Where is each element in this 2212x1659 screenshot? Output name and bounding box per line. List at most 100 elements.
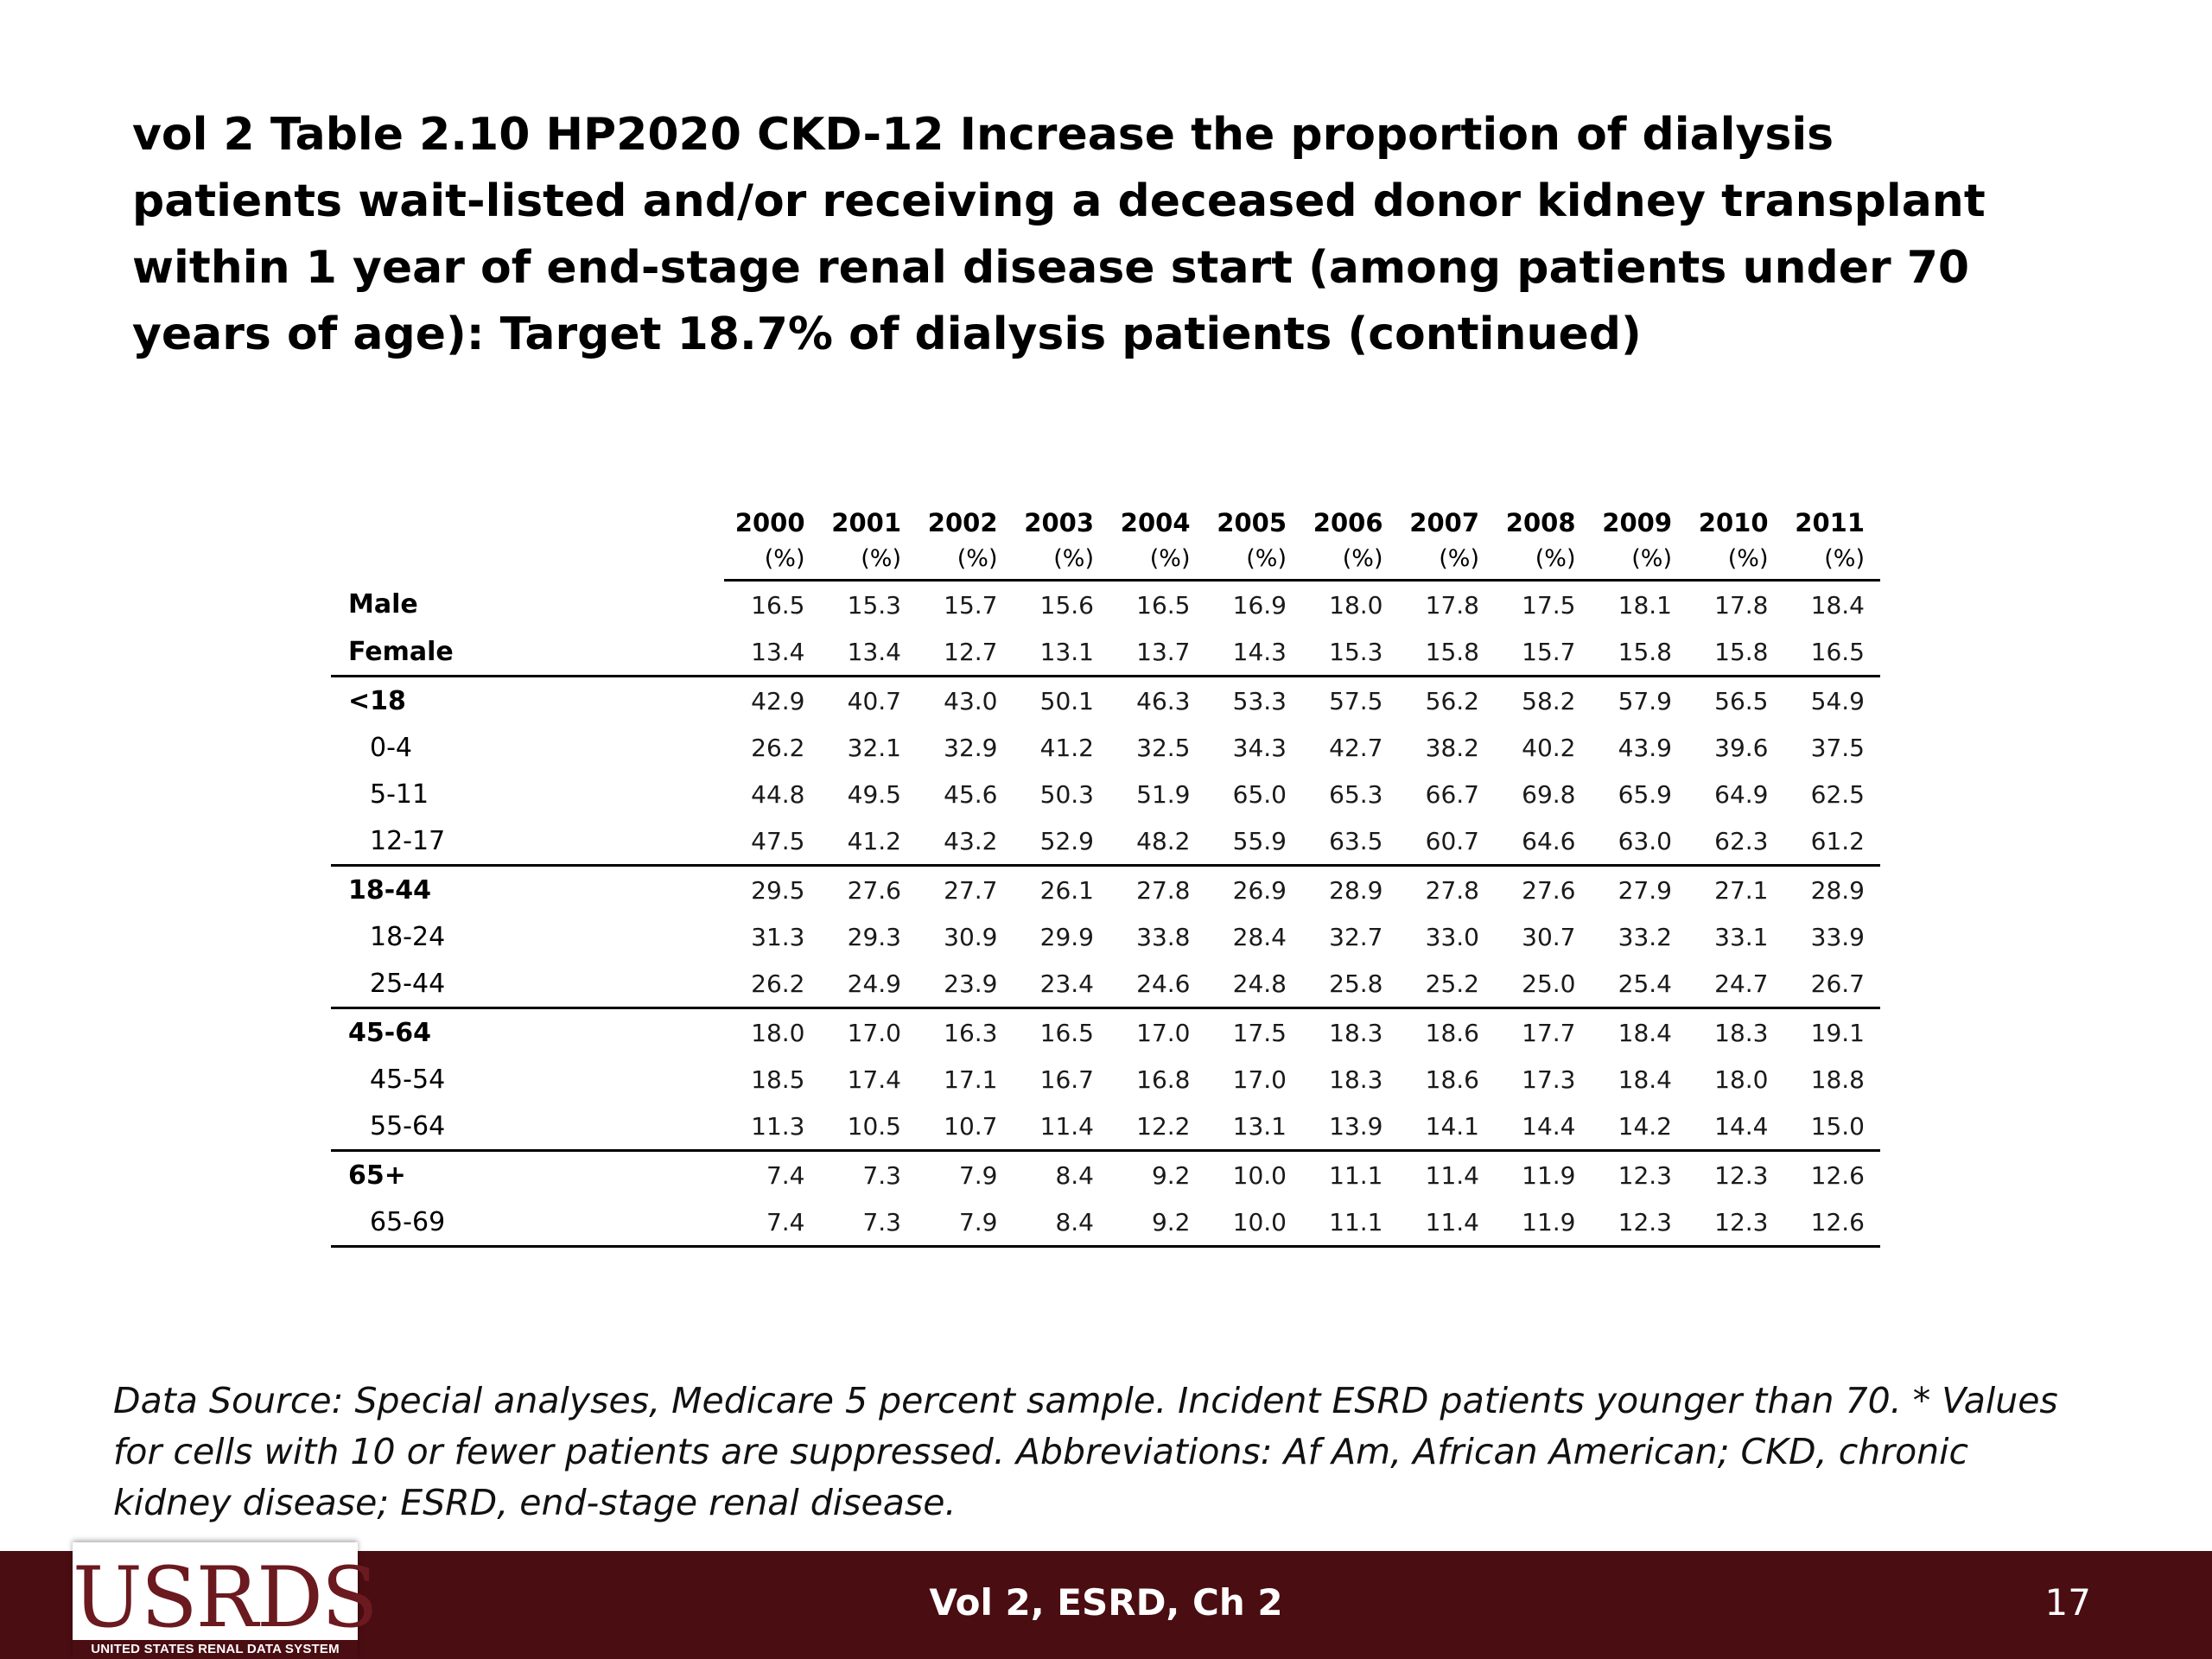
- table-cell: 66.7: [1425, 779, 1479, 809]
- unit-header: (%): [1302, 537, 1399, 582]
- table-cell: 63.0: [1591, 817, 1688, 867]
- table-cell: 18.3: [1714, 1018, 1769, 1047]
- table-cell: 45.6: [944, 779, 998, 809]
- table-cell: 11.1: [1329, 1160, 1383, 1190]
- table-cell: 42.7: [1329, 733, 1383, 762]
- table-cell: 65.3: [1329, 779, 1383, 809]
- table-cell: 7.9: [958, 1160, 998, 1190]
- table-cell: 7.9: [917, 1198, 1014, 1248]
- table-cell: 18.3: [1329, 1018, 1383, 1047]
- table-cell: 13.4: [820, 628, 917, 677]
- year-header: 2005: [1217, 508, 1287, 537]
- table-cell: 55.9: [1205, 817, 1302, 867]
- row-label: 5-11: [370, 779, 429, 810]
- unit-header: (%): [1591, 537, 1688, 582]
- unit-header: (%): [724, 537, 821, 582]
- table-cell: 28.4: [1232, 922, 1287, 951]
- row-label: Male: [348, 588, 418, 620]
- table-row: 5-11 44.8 49.5 45.6 50.3 51.9 65.0 65.3 66.7 69.8…: [331, 771, 1880, 817]
- table-cell: 27.7: [944, 875, 998, 905]
- table-cell: 14.4: [1495, 1103, 1592, 1152]
- table-cell: 25.2: [1398, 960, 1495, 1009]
- row-label: 18-44: [348, 874, 431, 906]
- table-cell: 13.9: [1302, 1103, 1399, 1152]
- table-cell: 15.8: [1591, 628, 1688, 677]
- unit-header: (%): [1495, 537, 1592, 582]
- logo-subtitle: UNITED STATES RENAL DATA SYSTEM: [73, 1640, 358, 1659]
- table-cell: 18.0: [751, 1018, 805, 1047]
- table-cell: 27.9: [1618, 875, 1672, 905]
- table-cell: 15.3: [847, 590, 901, 620]
- table-cell: 65.9: [1618, 779, 1672, 809]
- table-body: Male 16.5 15.3 15.7 15.6 16.5 16.9 18.0 17.8 17.5…: [331, 581, 1880, 1248]
- table-cell: 17.7: [1522, 1018, 1576, 1047]
- table-cell: 24.8: [1205, 960, 1302, 1009]
- table-row: 45-54 18.5 17.4 17.1 16.7 16.8 17.0 18.3 18.6 17.…: [331, 1056, 1880, 1103]
- table-cell: 43.0: [944, 686, 998, 715]
- table-cell: 49.5: [847, 779, 901, 809]
- table-cell: 18.6: [1425, 1065, 1479, 1094]
- table-cell: 12.3: [1591, 1198, 1688, 1248]
- table-cell: 46.3: [1136, 686, 1191, 715]
- table-row: 18-44 29.5 27.6 27.7 26.1 27.8 26.9 28.9 27.8 27.…: [331, 866, 1880, 914]
- table-cell: 26.1: [1039, 875, 1094, 905]
- table-cell: 32.1: [847, 733, 901, 762]
- table-cell: 64.9: [1714, 779, 1769, 809]
- table-row: 45-64 18.0 17.0 16.3 16.5 17.0 17.5 18.3 18.6 17.…: [331, 1008, 1880, 1057]
- table-cell: 38.2: [1425, 733, 1479, 762]
- blank-header-cell: [331, 537, 724, 581]
- table-cell: 11.4: [1425, 1160, 1479, 1190]
- table-cell: 56.2: [1425, 686, 1479, 715]
- table-cell: 11.4: [1013, 1103, 1109, 1152]
- table-cell: 23.9: [917, 960, 1014, 1009]
- table-cell: 18.4: [1618, 1065, 1672, 1094]
- row-label: 65+: [348, 1160, 406, 1191]
- table-cell: 31.3: [751, 922, 805, 951]
- year-header: 2006: [1313, 508, 1383, 537]
- table-cell: 9.2: [1109, 1198, 1206, 1248]
- table-cell: 37.5: [1810, 733, 1865, 762]
- table-cell: 27.8: [1425, 875, 1479, 905]
- table-cell: 47.5: [724, 817, 821, 867]
- table-cell: 27.6: [847, 875, 901, 905]
- table-cell: 30.9: [944, 922, 998, 951]
- slide-title: vol 2 Table 2.10 HP2020 CKD-12 Increase …: [132, 109, 1986, 360]
- table-cell: 62.5: [1810, 779, 1865, 809]
- table-cell: 26.2: [724, 960, 821, 1009]
- table-cell: 17.0: [847, 1018, 901, 1047]
- table-cell: 17.5: [1522, 590, 1576, 620]
- table-row: Male 16.5 15.3 15.7 15.6 16.5 16.9 18.0 17.8 17.5…: [331, 581, 1880, 629]
- table-cell: 17.0: [1136, 1018, 1191, 1047]
- unit-header: (%): [1783, 537, 1880, 582]
- table-cell: 24.9: [820, 960, 917, 1009]
- table-cell: 57.5: [1329, 686, 1383, 715]
- table-cell: 11.9: [1522, 1160, 1576, 1190]
- footer-bar: [0, 1551, 2212, 1659]
- row-label: 55-64: [331, 1103, 724, 1152]
- table-cell: 50.1: [1039, 686, 1094, 715]
- table-cell: 44.8: [751, 779, 805, 809]
- table-cell: 29.5: [751, 875, 805, 905]
- table-cell: 12.3: [1714, 1160, 1769, 1190]
- table-row: 18-24 31.3 29.3 30.9 29.9 33.8 28.4 32.7 33.0 30.…: [331, 913, 1880, 960]
- table-cell: 18.6: [1425, 1018, 1479, 1047]
- unit-header: (%): [1398, 537, 1495, 582]
- row-label: 45-54: [370, 1064, 446, 1095]
- row-label: <18: [348, 685, 406, 716]
- table-cell: 43.9: [1618, 733, 1672, 762]
- table-cell: 24.7: [1688, 960, 1784, 1009]
- row-label: 25-44: [331, 960, 724, 1009]
- table-cell: 7.3: [862, 1160, 901, 1190]
- table-cell: 61.2: [1783, 817, 1880, 867]
- table-cell: 15.8: [1398, 628, 1495, 677]
- table-cell: 13.4: [724, 628, 821, 677]
- table-cell: 15.6: [1039, 590, 1094, 620]
- table-cell: 11.9: [1495, 1198, 1592, 1248]
- table-cell: 52.9: [1013, 817, 1109, 867]
- table-cell: 43.2: [917, 817, 1014, 867]
- table-cell: 39.6: [1714, 733, 1769, 762]
- table-cell: 19.1: [1810, 1018, 1865, 1047]
- unit-header: (%): [1205, 537, 1302, 582]
- year-header-row: 2000 2001 2002 2003 2004 2005 2006 2007 …: [331, 494, 1880, 537]
- table-row: 65-69 7.4 7.3 7.9 8.4 9.2 10.0 11.1 11.4 11.9 12.3…: [331, 1198, 1880, 1248]
